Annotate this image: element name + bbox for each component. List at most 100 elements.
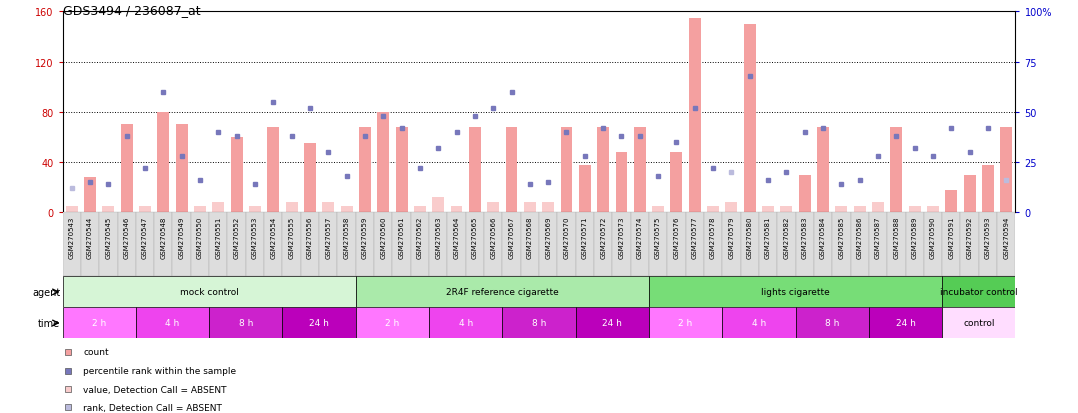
Text: 24 h: 24 h [309,319,329,328]
Bar [927,206,939,213]
Text: GSM270545: GSM270545 [106,216,111,258]
Text: 8 h: 8 h [531,319,547,328]
Bar [63,213,81,277]
Text: 24 h: 24 h [603,319,622,328]
Text: GSM270589: GSM270589 [912,216,917,258]
Bar [890,128,902,213]
Bar [154,213,172,277]
Bar [411,213,429,277]
Bar [136,308,209,339]
Text: GSM270584: GSM270584 [820,216,826,258]
Bar [707,206,719,213]
Bar [304,144,316,213]
Bar [451,206,462,213]
Bar [924,213,942,277]
Bar [264,213,282,277]
Text: count: count [83,348,109,356]
Bar [267,128,279,213]
Bar [246,213,264,277]
Bar [597,128,609,213]
Bar [906,213,924,277]
Text: GSM270570: GSM270570 [564,216,569,258]
Text: GSM270581: GSM270581 [765,216,771,258]
Text: GSM270551: GSM270551 [216,216,221,258]
Bar [121,125,133,213]
Bar [557,213,576,277]
Bar [942,308,1015,339]
Bar [469,128,481,213]
Text: GSM270580: GSM270580 [747,216,752,258]
Bar [945,190,957,213]
Text: 4 h: 4 h [165,319,180,328]
Text: GSM270592: GSM270592 [967,216,972,258]
Bar [118,213,136,277]
Bar [227,213,246,277]
Text: GSM270572: GSM270572 [600,216,606,258]
Bar [561,128,572,213]
Text: agent: agent [32,287,60,297]
Text: 8 h: 8 h [238,319,253,328]
Bar [282,308,356,339]
Bar [377,112,389,213]
Bar [796,308,869,339]
Text: GSM270548: GSM270548 [161,216,166,258]
Bar [63,308,136,339]
Text: 2 h: 2 h [678,319,693,328]
Bar [671,152,682,213]
Bar [356,277,649,308]
Text: GSM270553: GSM270553 [252,216,258,258]
Bar [649,308,722,339]
Bar [539,213,557,277]
Bar [686,213,704,277]
Text: GSM270557: GSM270557 [326,216,331,258]
Text: GSM270565: GSM270565 [472,216,478,258]
Bar [832,213,851,277]
Bar [524,203,536,213]
Bar [396,128,407,213]
Text: GSM270568: GSM270568 [527,216,533,258]
Bar [960,213,979,277]
Bar [99,213,118,277]
Text: GSM270544: GSM270544 [87,216,93,258]
Bar [631,213,649,277]
Text: GSM270561: GSM270561 [399,216,404,258]
Bar [542,203,554,213]
Bar [359,128,371,213]
Text: GSM270550: GSM270550 [197,216,203,258]
Bar [835,206,847,213]
Text: 24 h: 24 h [896,319,915,328]
Bar [231,138,243,213]
Text: time: time [38,318,60,328]
Bar [744,25,756,213]
Text: GSM270586: GSM270586 [857,216,862,258]
Bar [286,203,298,213]
Bar [854,206,866,213]
Text: value, Detection Call = ABSENT: value, Detection Call = ABSENT [83,385,227,394]
Text: GSM270587: GSM270587 [875,216,881,258]
Bar [817,128,829,213]
Bar [157,112,169,213]
Bar [887,213,906,277]
Bar [851,213,869,277]
Bar [374,213,392,277]
Bar [191,213,209,277]
Bar [762,206,774,213]
Bar [652,206,664,213]
Bar [741,213,759,277]
Text: GSM270591: GSM270591 [949,216,954,258]
Text: GSM270560: GSM270560 [381,216,386,258]
Bar [872,203,884,213]
Text: GSM270555: GSM270555 [289,216,294,258]
Text: GSM270575: GSM270575 [655,216,661,258]
Text: GSM270593: GSM270593 [985,216,991,258]
Text: GDS3494 / 236087_at: GDS3494 / 236087_at [63,4,201,17]
Bar [649,277,942,308]
Bar [576,213,594,277]
Text: GSM270549: GSM270549 [179,216,184,258]
Bar [704,213,722,277]
Bar [942,213,960,277]
Bar [432,198,444,213]
Text: 2R4F reference cigarette: 2R4F reference cigarette [446,288,558,297]
Text: GSM270578: GSM270578 [710,216,716,258]
Bar [212,203,224,213]
